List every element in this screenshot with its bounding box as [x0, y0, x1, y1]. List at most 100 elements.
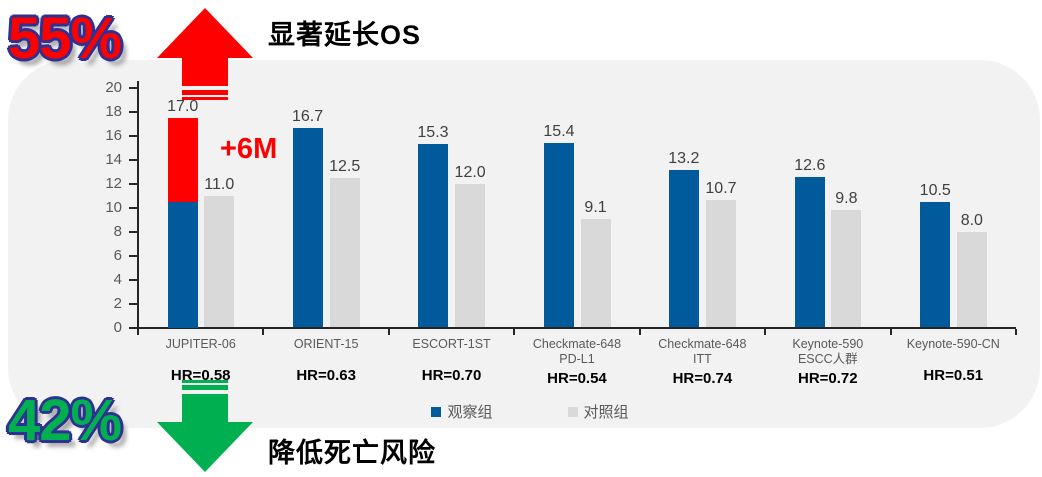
y-tick-label: 10	[105, 199, 122, 216]
legend-marker-icon	[431, 406, 442, 417]
control-bar	[956, 232, 987, 328]
y-tick-label: 4	[113, 271, 122, 288]
top-banner-title: 显著延长OS	[268, 20, 422, 50]
bar-value-label: 10.7	[705, 179, 737, 197]
x-tick-mark	[638, 329, 641, 335]
bar-value-label: 9.8	[835, 190, 858, 208]
bar-value-label: 16.7	[291, 107, 324, 125]
category-label: ORIENT-15	[293, 337, 359, 351]
x-tick-mark	[889, 329, 892, 335]
x-axis-line	[138, 327, 1016, 329]
bar-column: 12.5	[329, 159, 360, 328]
category-label: Checkmate-648 ITT	[658, 337, 747, 366]
control-bar	[580, 218, 611, 328]
bar-value-label: 11.0	[204, 176, 235, 193]
legend-label: 对照组	[583, 404, 629, 421]
bar-pair: 10.5 8.0	[920, 88, 987, 328]
hr-value-label: HR=0.51	[923, 367, 984, 384]
category-label: ESCORT-1ST	[412, 337, 491, 351]
bar-column: 15.3	[417, 124, 449, 328]
y-tick-mark	[129, 87, 137, 89]
bar-value-label: 15.4	[543, 123, 575, 141]
bar-column: 9.8	[831, 190, 862, 328]
bar-pair: 13.2 10.7	[668, 88, 737, 328]
bar-pair: 15.4 9.1	[543, 88, 611, 328]
legend-label: 观察组	[447, 404, 493, 421]
hr-value-label: HR=0.72	[798, 370, 858, 387]
bar-value-label: 10.5	[919, 182, 951, 199]
y-tick-mark	[129, 183, 137, 185]
bar-group: 12.6 9.8 Keynote-590 ESCC人群 HR=0.72	[765, 88, 890, 387]
observation-bar	[417, 144, 448, 328]
y-axis-line	[137, 81, 139, 329]
bar-value-label: 17.0	[167, 98, 199, 115]
bar-value-label: 15.3	[417, 124, 449, 142]
y-tick-label: 16	[105, 127, 122, 144]
y-tick-label: 8	[113, 223, 122, 240]
x-tick-mark	[513, 329, 516, 335]
control-bar	[831, 210, 862, 328]
bar-group: 15.4 9.1 Checkmate-648 PD-L1 HR=0.54	[514, 88, 639, 387]
bar-value-label: 12.6	[794, 156, 826, 174]
bar-column: 16.7	[291, 107, 324, 328]
gain-annotation: +6M	[220, 133, 278, 165]
y-tick-mark	[129, 303, 137, 305]
category-label: Keynote-590-CN	[906, 337, 1000, 351]
bar-pair: 16.7 12.5	[292, 88, 360, 328]
hr-value-label: HR=0.74	[672, 370, 733, 387]
legend-item: 观察组	[431, 401, 493, 422]
control-bar	[705, 199, 736, 328]
bar-column: 8.0	[956, 212, 987, 328]
y-tick-label: 0	[113, 319, 122, 336]
bar-chart: 17.0 11.0 JUPITER-06 HR=0.58 16.7 12.5 ORIENT-…	[129, 81, 1017, 388]
y-tick-label: 2	[113, 295, 122, 312]
y-tick-mark	[129, 207, 137, 209]
category-label: JUPITER-06	[165, 337, 236, 351]
bar-group: 16.7 12.5 ORIENT-15 HR=0.63	[263, 88, 388, 387]
bar-group: 17.0 11.0 JUPITER-06 HR=0.58	[138, 88, 263, 387]
y-tick-label: 14	[105, 151, 122, 168]
control-bar	[204, 196, 235, 328]
x-tick-mark	[1015, 329, 1017, 335]
observation-bar	[292, 127, 323, 328]
category-label: Checkmate-648 PD-L1	[532, 337, 622, 366]
y-tick-mark	[129, 159, 137, 161]
observation-bar	[920, 202, 951, 328]
legend-item: 对照组	[567, 401, 629, 422]
bar-base-segment	[167, 202, 198, 328]
bar-column: 12.0	[455, 165, 486, 328]
os-improvement-percent: 55%	[8, 6, 122, 71]
bar-group: 15.3 12.0 ESCORT-1ST HR=0.70	[389, 88, 514, 387]
bar-column: 10.7	[705, 179, 737, 328]
bar-group: 13.2 10.7 Checkmate-648 ITT HR=0.74	[640, 88, 765, 387]
bar-value-label: 8.0	[960, 212, 983, 229]
legend-marker-icon	[567, 406, 578, 417]
down-arrow-icon	[157, 380, 253, 472]
y-axis-labels: 0 2 4 6 8 10 12 14 16 18 20	[94, 79, 132, 336]
bar-groups: 17.0 11.0 JUPITER-06 HR=0.58 16.7 12.5 ORIENT-…	[138, 88, 1016, 388]
risk-reduction-percent: 42%	[8, 388, 122, 453]
hr-value-label: HR=0.58	[170, 367, 231, 384]
bar-column: 13.2	[668, 150, 699, 328]
control-bar	[455, 184, 486, 328]
y-tick-label: 12	[105, 175, 122, 192]
category-label: Keynote-590 ESCC人群	[792, 337, 864, 366]
observation-bar	[794, 176, 825, 328]
bottom-banner-title: 降低死亡风险	[268, 438, 436, 468]
bar-value-label: 9.1	[584, 198, 607, 216]
y-tick-mark	[129, 255, 137, 257]
x-tick-mark	[262, 329, 265, 335]
bar-group: 10.5 8.0 Keynote-590-CN HR=0.51	[891, 88, 1016, 387]
bar-column: 9.1	[580, 198, 611, 328]
y-tick-label: 18	[105, 103, 122, 120]
control-bar	[329, 178, 360, 328]
observation-bar	[668, 169, 699, 328]
x-tick-mark	[137, 329, 139, 335]
bar-value-label: 12.5	[329, 158, 361, 175]
hr-value-label: HR=0.70	[421, 367, 482, 384]
y-tick-mark	[129, 327, 137, 329]
y-tick-mark	[129, 279, 137, 281]
bar-pair: 17.0 11.0	[167, 88, 235, 328]
legend: 观察组 对照组	[130, 401, 930, 422]
